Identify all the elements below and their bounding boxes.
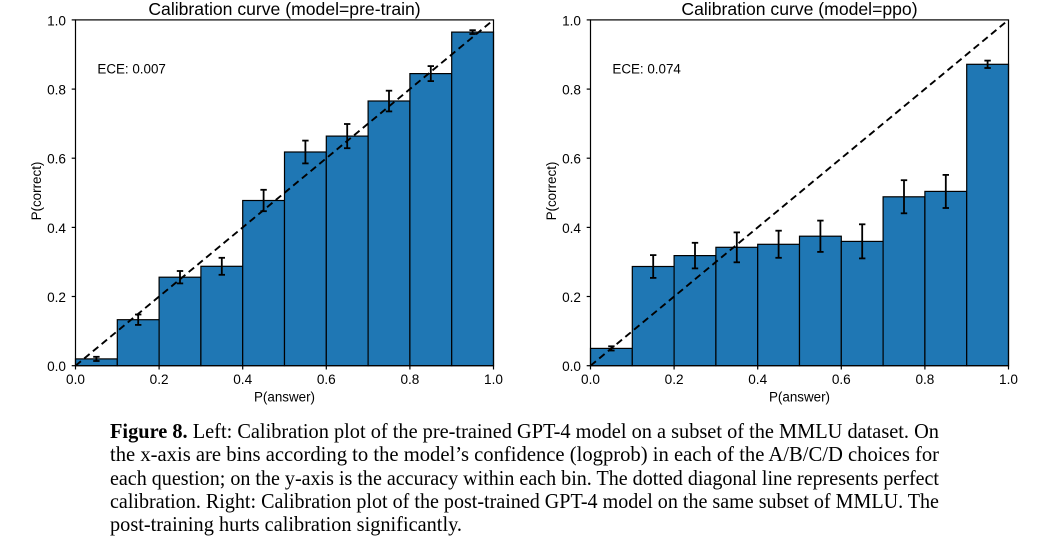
svg-text:0.2: 0.2 <box>47 290 66 305</box>
svg-text:P(answer): P(answer) <box>254 390 315 405</box>
svg-text:0.8: 0.8 <box>915 372 934 387</box>
svg-text:1.0: 1.0 <box>47 13 66 28</box>
svg-text:0.6: 0.6 <box>317 372 336 387</box>
svg-text:1.0: 1.0 <box>562 13 581 28</box>
svg-text:0.0: 0.0 <box>581 372 600 387</box>
svg-text:0.0: 0.0 <box>66 372 85 387</box>
svg-text:P(correct): P(correct) <box>544 162 559 221</box>
svg-text:0.4: 0.4 <box>47 221 66 236</box>
svg-text:0.4: 0.4 <box>748 372 767 387</box>
svg-text:1.0: 1.0 <box>999 372 1018 387</box>
svg-text:0.4: 0.4 <box>233 372 252 387</box>
svg-text:0.8: 0.8 <box>562 83 581 98</box>
svg-text:0.6: 0.6 <box>562 152 581 167</box>
svg-text:ECE: 0.074: ECE: 0.074 <box>612 62 681 77</box>
svg-text:0.2: 0.2 <box>150 372 169 387</box>
svg-text:Calibration curve (model=ppo): Calibration curve (model=ppo) <box>681 0 917 19</box>
svg-text:P(answer): P(answer) <box>769 390 830 405</box>
svg-text:0.0: 0.0 <box>562 359 581 374</box>
svg-text:0.6: 0.6 <box>47 152 66 167</box>
svg-text:0.2: 0.2 <box>562 290 581 305</box>
svg-text:Calibration curve (model=pre-t: Calibration curve (model=pre-train) <box>148 0 420 19</box>
svg-text:0.4: 0.4 <box>562 221 581 236</box>
svg-text:1.0: 1.0 <box>484 372 503 387</box>
svg-text:P(correct): P(correct) <box>29 162 44 221</box>
svg-text:0.2: 0.2 <box>665 372 684 387</box>
svg-text:0.8: 0.8 <box>47 83 66 98</box>
svg-text:0.0: 0.0 <box>47 359 66 374</box>
svg-text:0.6: 0.6 <box>832 372 851 387</box>
svg-text:ECE: 0.007: ECE: 0.007 <box>97 62 165 77</box>
svg-text:0.8: 0.8 <box>400 372 419 387</box>
